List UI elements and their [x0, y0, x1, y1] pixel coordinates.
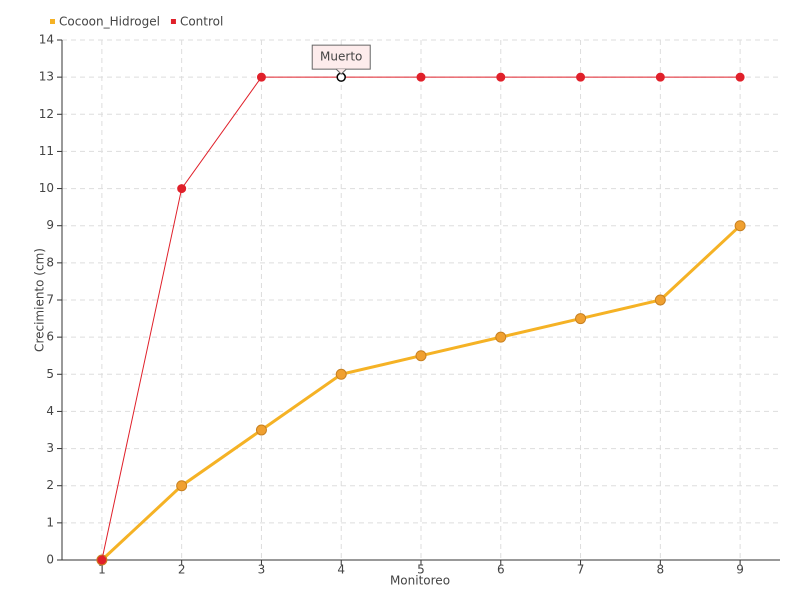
data-point	[735, 72, 745, 82]
data-point	[176, 480, 188, 492]
x-axis-label: Monitoreo	[390, 574, 450, 588]
data-point	[177, 184, 187, 194]
y-tick-label: 0	[46, 553, 54, 567]
data-point	[576, 72, 586, 82]
legend-swatch	[50, 19, 55, 24]
y-tick-label: 14	[39, 33, 54, 47]
x-tick-label: 5	[417, 563, 425, 577]
y-tick-label: 10	[39, 181, 54, 195]
y-tick-label: 4	[46, 404, 54, 418]
data-point	[415, 350, 427, 362]
x-tick-label: 8	[657, 563, 665, 577]
y-tick-label: 9	[46, 218, 54, 232]
data-point	[655, 72, 665, 82]
annotation: Muerto	[311, 44, 371, 75]
data-point	[496, 72, 506, 82]
x-tick-label: 7	[577, 563, 585, 577]
y-tick-label: 8	[46, 255, 54, 269]
y-tick-label: 12	[39, 107, 54, 121]
y-axis-label: Crecimiento (cm)	[33, 248, 47, 352]
data-point	[654, 294, 666, 306]
x-tick-label: 6	[497, 563, 505, 577]
y-tick-label: 1	[46, 515, 54, 529]
data-point	[255, 424, 267, 436]
data-point	[97, 555, 107, 565]
data-point	[575, 313, 587, 325]
annotation-box	[311, 44, 371, 70]
data-point	[495, 331, 507, 343]
annotation-text: Muerto	[320, 50, 362, 64]
legend-label: Cocoon_Hidrogel	[59, 15, 160, 29]
data-point	[416, 72, 426, 82]
x-tick-label: 9	[736, 563, 744, 577]
y-tick-label: 3	[46, 441, 54, 455]
y-tick-label: 11	[39, 144, 54, 158]
x-tick-label: 4	[337, 563, 345, 577]
x-tick-label: 2	[178, 563, 186, 577]
x-tick-label: 1	[98, 563, 106, 577]
y-tick-label: 5	[46, 367, 54, 381]
data-point	[335, 368, 347, 380]
y-tick-label: 13	[39, 70, 54, 84]
y-tick-label: 7	[46, 293, 54, 307]
x-tick-label: 3	[258, 563, 266, 577]
annotation-pointer	[335, 68, 347, 75]
data-point	[734, 220, 746, 232]
y-tick-label: 6	[46, 330, 54, 344]
legend-label: Control	[180, 15, 223, 29]
data-point	[256, 72, 266, 82]
legend-swatch	[170, 19, 176, 24]
y-tick-label: 2	[46, 478, 54, 492]
